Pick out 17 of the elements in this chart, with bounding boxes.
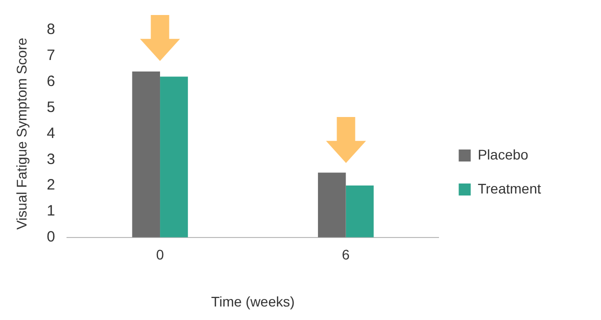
y-tick-label: 3 bbox=[46, 150, 56, 168]
bar bbox=[318, 172, 346, 238]
bar bbox=[346, 186, 374, 238]
y-tick-label: 4 bbox=[46, 124, 56, 142]
x-axis-title: Time (weeks) bbox=[211, 293, 295, 310]
bar bbox=[160, 76, 188, 238]
y-tick-label: 1 bbox=[46, 202, 56, 220]
y-tick-label: 0 bbox=[46, 228, 56, 246]
legend-label: Treatment bbox=[478, 180, 542, 196]
y-tick-label: 8 bbox=[46, 21, 56, 38]
bar bbox=[132, 71, 160, 238]
y-tick-label: 7 bbox=[46, 47, 56, 64]
legend-label: Placebo bbox=[478, 146, 529, 162]
y-axis-title: Visual Fatigue Symptom Score bbox=[13, 38, 30, 230]
y-tick-label: 6 bbox=[46, 72, 56, 90]
y-tick-label: 2 bbox=[46, 176, 56, 194]
y-tick-label: 5 bbox=[46, 98, 56, 116]
